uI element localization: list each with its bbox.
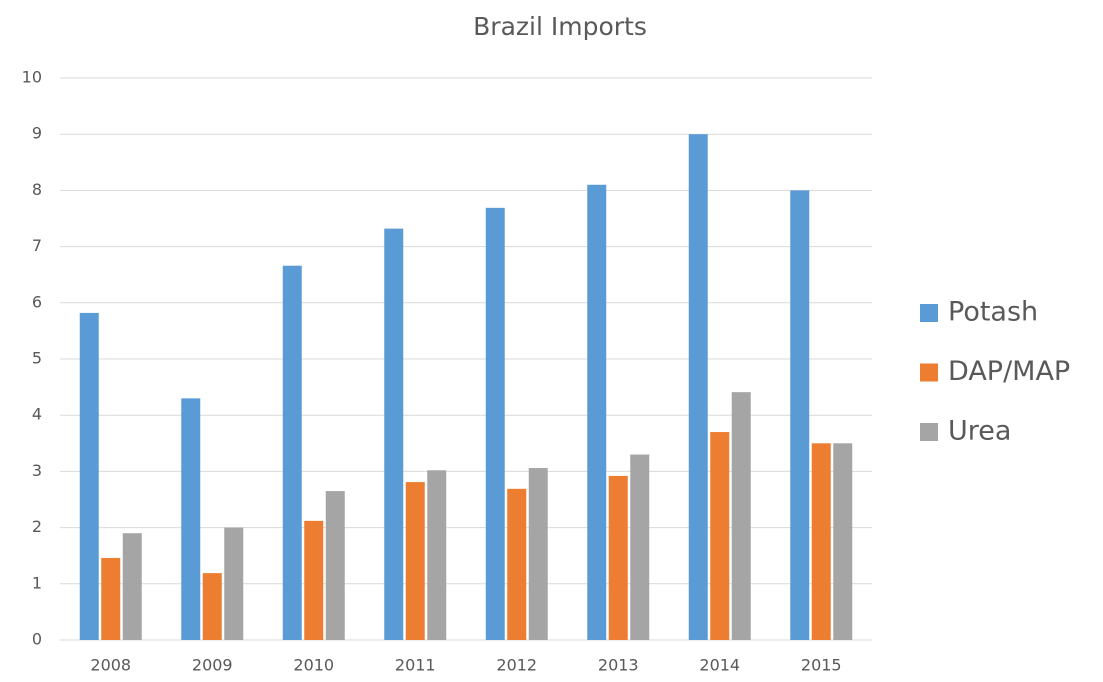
y-tick-label: 1 xyxy=(32,573,42,592)
bar xyxy=(202,573,222,640)
y-tick-label: 2 xyxy=(32,517,42,536)
legend-swatch xyxy=(920,423,938,441)
y-tick-label: 6 xyxy=(32,292,42,311)
bar xyxy=(608,475,628,640)
bar xyxy=(181,398,201,640)
bar xyxy=(101,557,121,640)
legend-label: Urea xyxy=(948,416,1011,447)
y-tick-label: 9 xyxy=(32,124,42,143)
x-tick-label: 2013 xyxy=(598,656,639,675)
bar xyxy=(304,520,324,640)
y-tick-label: 4 xyxy=(32,405,42,424)
bar xyxy=(731,392,751,640)
bar xyxy=(811,443,831,640)
bar xyxy=(427,470,447,640)
y-tick-label: 10 xyxy=(22,68,42,87)
bar xyxy=(710,432,730,640)
x-tick-label: 2012 xyxy=(496,656,537,675)
x-tick-label: 2011 xyxy=(395,656,436,675)
bar xyxy=(485,207,505,640)
x-tick-label: 2014 xyxy=(699,656,740,675)
bar xyxy=(79,312,99,640)
x-tick-label: 2010 xyxy=(293,656,334,675)
y-tick-label: 7 xyxy=(32,236,42,255)
bar xyxy=(587,184,607,640)
legend-label: DAP/MAP xyxy=(948,356,1070,387)
y-tick-label: 0 xyxy=(32,630,42,649)
chart-title: Brazil Imports xyxy=(473,12,647,41)
bar xyxy=(325,491,345,640)
bar xyxy=(224,527,244,640)
x-tick-label: 2015 xyxy=(801,656,842,675)
bar xyxy=(384,228,404,640)
bar xyxy=(282,265,302,640)
legend-swatch xyxy=(920,363,938,382)
legend-label: Potash xyxy=(948,297,1038,328)
x-tick-label: 2008 xyxy=(90,656,131,675)
bar xyxy=(790,190,810,640)
y-tick-label: 5 xyxy=(32,349,42,368)
y-tick-label: 3 xyxy=(32,461,42,480)
bar xyxy=(528,468,548,640)
bar xyxy=(833,443,853,640)
bar xyxy=(507,488,527,640)
bar xyxy=(688,134,708,640)
bar xyxy=(405,482,425,640)
x-tick-label: 2009 xyxy=(192,656,233,675)
legend-swatch xyxy=(920,304,938,322)
bar xyxy=(122,533,142,640)
y-tick-label: 8 xyxy=(32,180,42,199)
bar xyxy=(630,454,650,640)
